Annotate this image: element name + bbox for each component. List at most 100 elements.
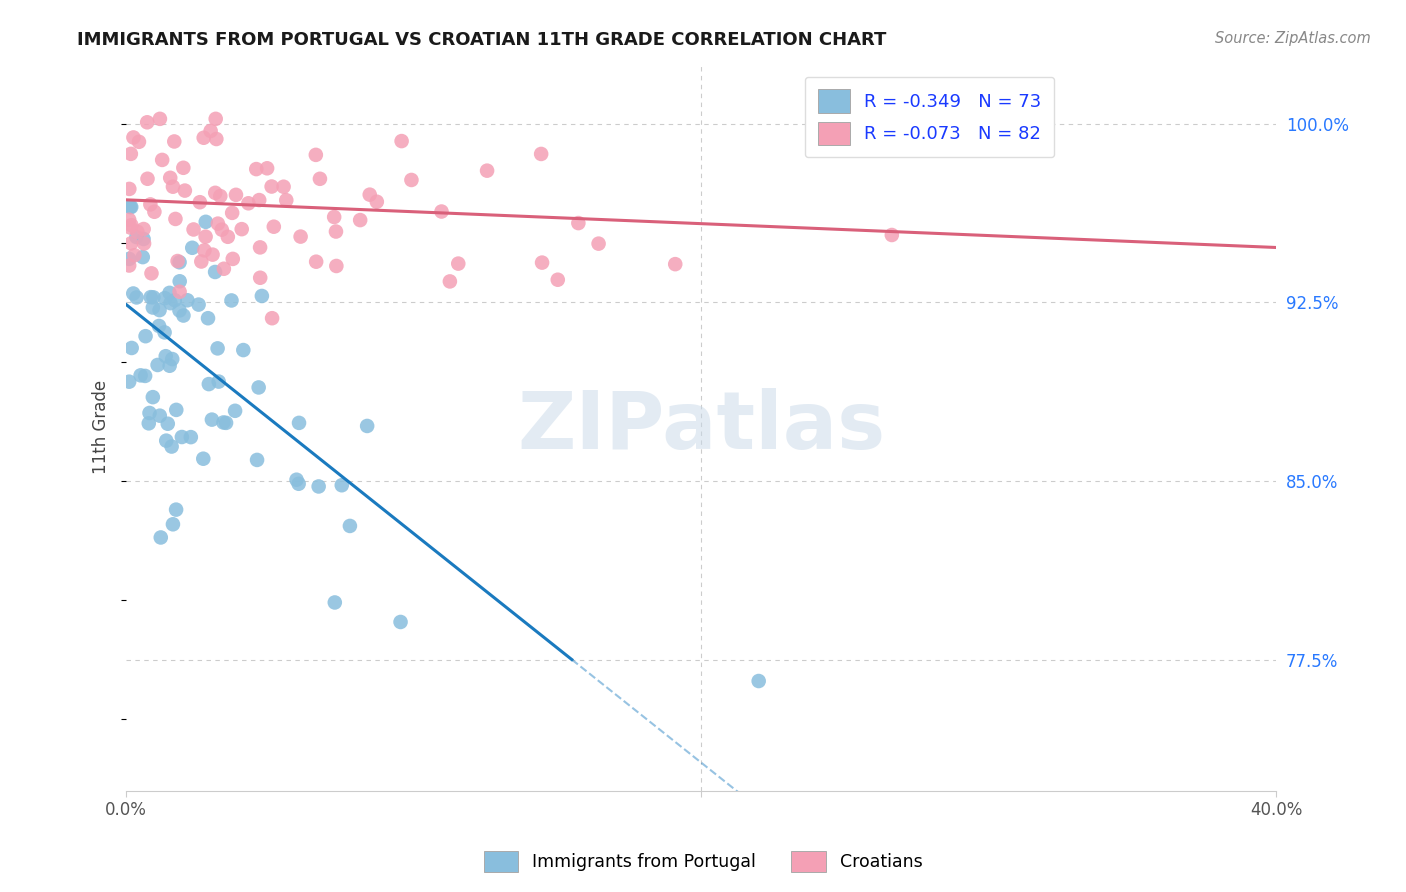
Point xyxy=(132,222,155,236)
Point xyxy=(136,115,159,129)
Point xyxy=(204,112,226,126)
Point xyxy=(290,229,312,244)
Point xyxy=(142,390,165,404)
Point xyxy=(172,309,194,323)
Point xyxy=(249,270,271,285)
Point xyxy=(207,217,229,231)
Point xyxy=(150,153,173,167)
Point xyxy=(567,216,589,230)
Point xyxy=(217,229,239,244)
Point xyxy=(170,430,193,444)
Point xyxy=(163,293,186,308)
Point xyxy=(120,220,142,235)
Point xyxy=(664,257,686,271)
Legend: Immigrants from Portugal, Croatians: Immigrants from Portugal, Croatians xyxy=(477,844,929,879)
Point xyxy=(141,266,163,280)
Point xyxy=(139,197,162,211)
Point xyxy=(209,189,232,203)
Point xyxy=(124,248,146,262)
Point xyxy=(323,210,346,224)
Point xyxy=(249,240,271,254)
Point xyxy=(194,229,217,244)
Point xyxy=(231,222,253,236)
Point xyxy=(547,273,569,287)
Point xyxy=(159,296,181,310)
Point xyxy=(263,219,285,234)
Point xyxy=(121,341,143,355)
Point xyxy=(447,257,470,271)
Point xyxy=(163,135,186,149)
Point xyxy=(165,502,187,516)
Point xyxy=(247,193,270,207)
Point xyxy=(339,519,361,533)
Point xyxy=(120,146,142,161)
Point xyxy=(169,285,191,299)
Point xyxy=(127,225,149,239)
Point xyxy=(165,403,187,417)
Point xyxy=(180,430,202,444)
Point xyxy=(136,171,159,186)
Point xyxy=(120,219,142,233)
Point xyxy=(153,326,176,340)
Point xyxy=(169,303,191,318)
Point xyxy=(162,179,184,194)
Point xyxy=(162,352,184,367)
Point xyxy=(401,173,423,187)
Point xyxy=(166,254,188,268)
Point xyxy=(880,227,903,242)
Point xyxy=(531,255,554,269)
Point xyxy=(187,297,209,311)
Point xyxy=(132,250,155,264)
Point xyxy=(190,254,212,268)
Point xyxy=(142,290,165,304)
Point xyxy=(173,184,195,198)
Point xyxy=(148,303,170,318)
Point xyxy=(238,196,260,211)
Point xyxy=(246,453,269,467)
Point xyxy=(287,476,309,491)
Point xyxy=(215,416,238,430)
Point xyxy=(118,182,141,196)
Point xyxy=(208,375,231,389)
Point xyxy=(156,417,179,431)
Point xyxy=(273,179,295,194)
Point xyxy=(201,247,224,261)
Point xyxy=(250,289,273,303)
Point xyxy=(260,179,283,194)
Point xyxy=(149,531,172,545)
Point xyxy=(132,236,155,251)
Point xyxy=(204,186,226,200)
Point xyxy=(288,416,311,430)
Point xyxy=(169,255,191,269)
Point xyxy=(207,342,229,356)
Point xyxy=(224,404,246,418)
Point xyxy=(439,274,461,288)
Point xyxy=(262,311,284,326)
Point xyxy=(176,293,198,308)
Point xyxy=(588,236,610,251)
Point xyxy=(330,478,353,492)
Text: Source: ZipAtlas.com: Source: ZipAtlas.com xyxy=(1215,31,1371,46)
Point xyxy=(430,204,453,219)
Point xyxy=(201,412,224,426)
Legend: R = -0.349   N = 73, R = -0.073   N = 82: R = -0.349 N = 73, R = -0.073 N = 82 xyxy=(804,77,1054,157)
Point xyxy=(128,135,150,149)
Point xyxy=(323,595,346,609)
Point xyxy=(349,213,371,227)
Point xyxy=(197,311,219,326)
Point xyxy=(149,112,172,126)
Point xyxy=(204,265,226,279)
Point xyxy=(138,417,160,431)
Point xyxy=(155,349,177,363)
Point xyxy=(193,451,215,466)
Point xyxy=(748,673,770,688)
Point xyxy=(125,230,148,244)
Point xyxy=(146,358,169,372)
Point xyxy=(172,161,194,175)
Point xyxy=(159,359,181,373)
Point xyxy=(211,222,233,236)
Point xyxy=(162,517,184,532)
Point xyxy=(142,301,165,315)
Point xyxy=(118,259,141,273)
Point xyxy=(159,285,181,300)
